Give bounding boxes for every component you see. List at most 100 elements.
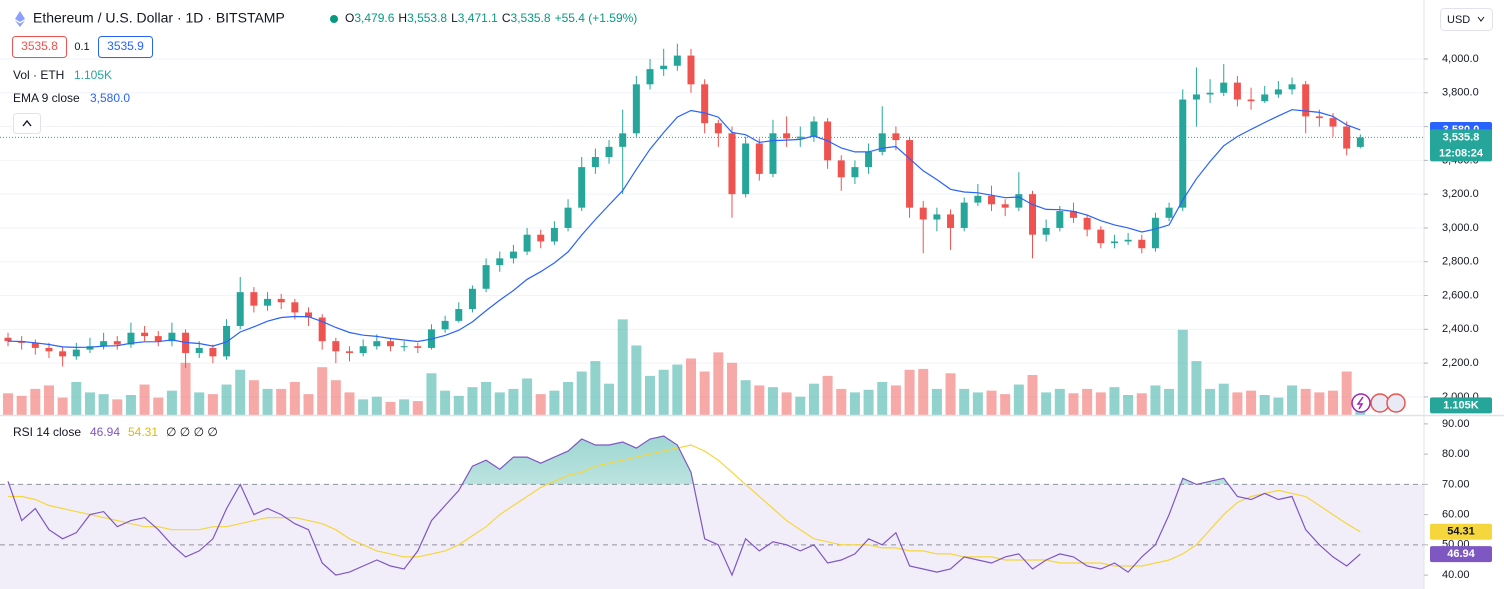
candle-body xyxy=(141,332,149,337)
volume-bar xyxy=(139,384,150,415)
currency-select[interactable] xyxy=(1440,8,1493,31)
candle-body xyxy=(236,292,244,326)
rsi-ma-badge xyxy=(1430,523,1492,540)
candle-body xyxy=(468,288,476,310)
volume-bar xyxy=(740,380,751,415)
volume-bar xyxy=(1328,390,1339,415)
rsi-tick-label: 40.00 xyxy=(1442,569,1470,581)
sell-price: 3535.8 xyxy=(21,39,58,53)
collapse-button[interactable] xyxy=(13,113,41,134)
volume-bar xyxy=(180,362,191,415)
rsi-tick-label: 90.00 xyxy=(1442,418,1470,430)
candle-body xyxy=(810,121,818,137)
candle-body xyxy=(223,325,231,357)
volume-bar xyxy=(877,381,888,415)
volume-bar xyxy=(1013,384,1024,415)
candle-body xyxy=(728,133,736,195)
volume-bar xyxy=(153,397,164,415)
candle-body xyxy=(1247,99,1255,102)
candle-body xyxy=(1261,94,1269,102)
volume-bar xyxy=(84,392,95,415)
candle-body xyxy=(264,298,272,306)
event-icon-bolt xyxy=(1356,396,1364,410)
volume-bar xyxy=(194,392,205,415)
sell-button[interactable] xyxy=(12,36,67,58)
candle-body xyxy=(1343,126,1351,149)
volume-bar xyxy=(235,369,246,415)
y-tick-label: 3,000.0 xyxy=(1442,222,1479,234)
volume-bar xyxy=(1218,383,1229,415)
volume-bar xyxy=(317,367,328,415)
candle-body xyxy=(31,342,39,348)
background-layer xyxy=(0,58,1424,589)
economic-event-icon[interactable] xyxy=(1386,393,1406,413)
volume-bar xyxy=(385,401,396,415)
buy-button[interactable] xyxy=(98,36,153,58)
volume-bar xyxy=(1259,395,1270,415)
candle-body xyxy=(646,69,654,85)
candle-body xyxy=(1165,207,1173,218)
volume-bar xyxy=(125,395,136,415)
candle-body xyxy=(482,265,490,289)
volume-bar xyxy=(289,381,300,415)
candle-body xyxy=(960,202,968,228)
volume-bar xyxy=(399,399,410,415)
volume-bar xyxy=(71,381,82,415)
buy-price: 3535.9 xyxy=(107,39,144,53)
volume-bar xyxy=(945,373,956,415)
candle-body xyxy=(769,133,777,174)
candle-body xyxy=(1015,194,1023,208)
volume-legend-label: Vol · ETH xyxy=(13,68,64,82)
volume-bar xyxy=(426,373,437,415)
volume-bar xyxy=(563,381,574,415)
volume-bar xyxy=(959,388,970,415)
volume-bar xyxy=(221,384,232,415)
rsi-ma-legend-value: 54.31 xyxy=(128,425,158,439)
volume-bar xyxy=(1109,387,1120,415)
candle-body xyxy=(1329,118,1337,127)
candle-body xyxy=(783,133,791,139)
rsi-ma-line xyxy=(8,444,1361,567)
candle-body xyxy=(523,234,531,252)
y-tick-label: 4,000.0 xyxy=(1442,53,1479,65)
candle-body xyxy=(1001,204,1009,208)
ema-legend-value: 3,580.0 xyxy=(90,91,130,105)
rsi-tick-label: 70.00 xyxy=(1442,478,1470,490)
rsi-tick-label: 80.00 xyxy=(1442,448,1470,460)
candle-body xyxy=(974,195,982,203)
candle-body xyxy=(1302,84,1310,117)
rsi-badge xyxy=(1430,546,1492,563)
volume-bar xyxy=(1300,388,1311,415)
candle-body xyxy=(1138,239,1146,249)
candle-body xyxy=(619,133,627,147)
candle-body xyxy=(837,160,845,178)
candle-body xyxy=(1179,99,1187,208)
volume-bar xyxy=(467,387,478,415)
volume-bar xyxy=(1095,392,1106,415)
candle-body xyxy=(305,312,313,318)
candle-body xyxy=(796,136,804,139)
volume-bar xyxy=(262,388,273,415)
volume-bar xyxy=(631,345,642,415)
candle-body xyxy=(1206,92,1214,95)
volume-bar xyxy=(1314,392,1325,415)
currency-label: USD xyxy=(1447,14,1470,26)
candle-body xyxy=(386,341,394,347)
candle-body xyxy=(742,143,750,195)
volume-bar xyxy=(918,368,929,415)
y-tick-label: 2,800.0 xyxy=(1442,256,1479,268)
volume-bar xyxy=(344,392,355,415)
candle-body xyxy=(933,214,941,220)
candle-body xyxy=(851,167,859,178)
last-price-badge xyxy=(1430,129,1492,162)
volume-bar xyxy=(166,390,177,415)
volume-bar xyxy=(576,371,587,415)
volume-bar xyxy=(481,381,492,415)
volume-bar xyxy=(986,390,997,415)
candle-body xyxy=(45,347,53,352)
volume-bar xyxy=(767,387,778,415)
volume-bar xyxy=(1177,329,1188,415)
candle-body xyxy=(687,55,695,85)
event-icon[interactable] xyxy=(1351,393,1371,413)
volume-bar xyxy=(358,399,369,415)
